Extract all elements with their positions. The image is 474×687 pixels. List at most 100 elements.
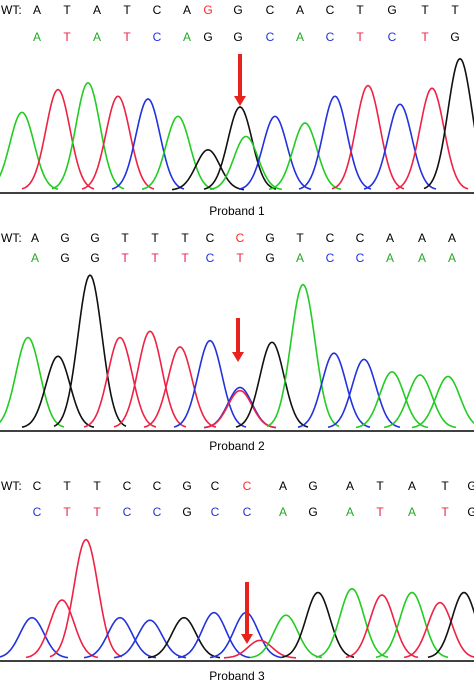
base-letter: C xyxy=(325,231,335,245)
base-letter: C xyxy=(265,3,275,17)
base-letter: G xyxy=(60,231,70,245)
base-letter: C xyxy=(355,231,365,245)
wt-sequence-row: WT: C T T C C G C C A G A T A T G xyxy=(0,478,474,496)
peak-t xyxy=(21,88,95,190)
panel-caption: Proband 2 xyxy=(209,439,265,453)
base-letter: T xyxy=(441,505,449,519)
peak-t xyxy=(331,84,405,190)
base-letter: C xyxy=(205,251,215,265)
peak-t xyxy=(113,330,187,428)
base-letter: C xyxy=(325,30,335,44)
base-letter: A xyxy=(295,30,304,44)
peak-c xyxy=(113,619,187,659)
base-letter: T xyxy=(296,231,304,245)
peak-t xyxy=(345,594,419,659)
base-letter: T xyxy=(151,231,159,245)
peak-t xyxy=(81,95,155,190)
base-letter: G xyxy=(182,505,192,519)
base-letter: G xyxy=(450,30,460,44)
base-letter: C xyxy=(265,30,275,44)
base-letter: C xyxy=(210,505,220,519)
chromatogram-trace xyxy=(0,54,474,194)
base-letter: A xyxy=(30,231,39,245)
panel-caption: Proband 3 xyxy=(209,669,265,683)
base-letter: A xyxy=(295,251,304,265)
base-letter: T xyxy=(123,30,131,44)
base-letter: G xyxy=(233,30,243,44)
base-letter: A xyxy=(30,251,39,265)
peak-a xyxy=(315,587,389,658)
base-letter: C xyxy=(122,479,132,493)
peak-t xyxy=(143,346,217,428)
base-letter: G xyxy=(233,3,243,17)
peak-c xyxy=(83,616,157,659)
base-letter: C xyxy=(325,251,335,265)
base-letter: G xyxy=(467,505,474,519)
base-letter: A xyxy=(407,479,416,493)
peak-t xyxy=(223,639,297,659)
base-letter: A xyxy=(345,505,354,519)
base-letter: T xyxy=(93,505,101,519)
wt-label: WT: xyxy=(1,479,22,493)
base-letter: A xyxy=(32,30,41,44)
base-letter: C xyxy=(152,3,162,17)
peak-t xyxy=(83,336,157,428)
base-letter: A xyxy=(385,251,394,265)
base-letter: A xyxy=(182,30,191,44)
base-letter: T xyxy=(151,251,159,265)
peak-a xyxy=(355,370,429,429)
base-letter: T xyxy=(63,3,71,17)
peak-c xyxy=(238,115,312,190)
base-letter: C xyxy=(122,505,132,519)
base-letter: A xyxy=(385,231,394,245)
peak-g xyxy=(281,591,355,659)
peak-a xyxy=(383,374,457,429)
base-letter: C xyxy=(242,479,252,493)
peak-g xyxy=(21,355,95,428)
chromatogram-trace xyxy=(0,274,474,432)
peak-c xyxy=(177,611,251,659)
base-letter: A xyxy=(447,231,456,245)
base-letter: G xyxy=(387,3,397,17)
peak-a xyxy=(0,336,65,428)
base-letter: T xyxy=(441,479,449,493)
base-letter: T xyxy=(121,251,129,265)
base-letter: C xyxy=(325,3,335,17)
panel-caption: Proband 1 xyxy=(209,204,265,218)
base-letter: A xyxy=(278,479,287,493)
peak-t xyxy=(203,389,277,429)
peak-g xyxy=(203,106,277,190)
base-letter: G xyxy=(182,479,192,493)
peak-c xyxy=(297,352,371,428)
base-letter: T xyxy=(356,3,364,17)
peak-t xyxy=(25,599,99,659)
base-letter: G xyxy=(265,251,275,265)
base-letter: T xyxy=(123,3,131,17)
base-letter: A xyxy=(417,251,426,265)
base-letter: G xyxy=(203,3,213,17)
wt-sequence-row: WT: A G G T T T C C G T C C A A A xyxy=(0,230,474,248)
base-letter: T xyxy=(181,251,189,265)
base-letter: T xyxy=(356,30,364,44)
base-letter: A xyxy=(345,479,354,493)
base-letter: T xyxy=(421,3,429,17)
peak-g xyxy=(171,148,245,191)
base-letter: A xyxy=(32,3,41,17)
base-letter: C xyxy=(205,231,215,245)
base-letter: A xyxy=(417,231,426,245)
base-letter: G xyxy=(308,505,318,519)
base-letter: C xyxy=(152,30,162,44)
mutation-arrow-icon xyxy=(232,318,244,362)
chromatogram-trace xyxy=(0,538,474,662)
peak-g xyxy=(53,274,127,428)
base-letter: T xyxy=(121,231,129,245)
base-letter: C xyxy=(32,505,42,519)
base-letter: T xyxy=(451,3,459,17)
base-letter: G xyxy=(308,479,318,493)
base-letter: G xyxy=(90,251,100,265)
peak-a xyxy=(266,283,340,428)
